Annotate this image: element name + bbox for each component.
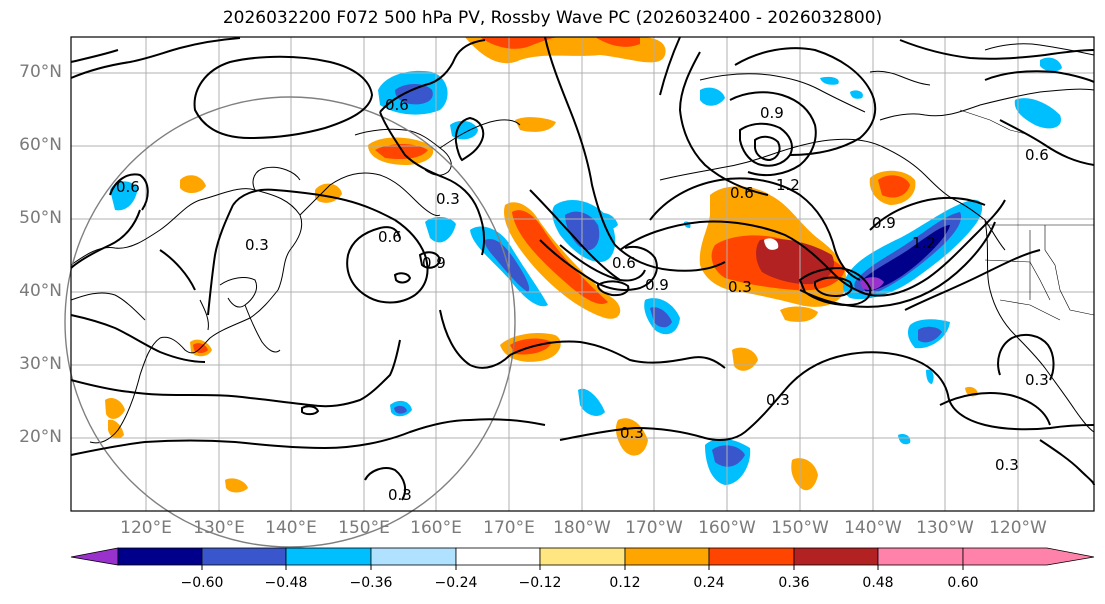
colorbar-tick-label: 0.12 [609,575,641,591]
projection-circle [64,96,516,548]
colorbar-tick-label: 0.24 [693,575,725,591]
colorbar-segment [370,547,457,566]
lon-label: 140°E [265,518,317,538]
colorbar-segment [201,547,287,566]
lat-label: 20°N [19,427,62,447]
contour-label: 1.2 [912,234,936,252]
contour-label: 0.3 [388,486,412,504]
contour-label: 0.3 [728,278,752,296]
lat-label: 70°N [19,62,62,82]
colorbar-tick-label: 0.36 [778,575,810,591]
colorbar-tick-label: −0.24 [434,575,478,591]
lon-label: 130°W [916,518,974,538]
contour-label: 0.3 [245,236,269,254]
contour-label: 0.6 [116,178,140,196]
contour-label: 1.2 [776,176,800,194]
contour-label: 0.9 [422,254,446,272]
contour-label: 0.3 [1025,371,1049,389]
contour-label: 0.3 [766,391,790,409]
colorbar-tick-label: −0.12 [518,575,562,591]
colorbar-tick-label: 0.48 [862,575,894,591]
contour-label: 0.6 [385,96,409,114]
colorbar-segment [708,547,795,566]
colorbar-segment [117,547,203,566]
colorbar-segment [877,547,964,566]
plot-frame [70,36,1095,512]
lon-label: 170°E [483,518,535,538]
contour-label: 0.9 [645,276,669,294]
colorbar-segment [793,547,879,566]
lat-label: 60°N [19,135,62,155]
contour-label: 0.3 [995,456,1019,474]
colorbar-segment [539,547,626,566]
contour-label: 0.9 [760,104,784,122]
lat-label: 30°N [19,354,62,374]
lat-label: 50°N [19,208,62,228]
lon-label: 120°E [120,518,172,538]
contour-label: 0.3 [436,190,460,208]
contour-label: 0.9 [872,214,896,232]
colorbar [70,547,1095,566]
lon-label: 160°W [698,518,756,538]
colorbar-max-arrow [962,547,1095,566]
colorbar-tick-label: −0.48 [264,575,308,591]
colorbar-segment [455,547,541,566]
contour-label: 0.6 [1025,146,1049,164]
contour-label: 0.6 [730,184,754,202]
lon-label: 120°W [989,518,1047,538]
lon-label: 170°W [625,518,683,538]
lon-label: 150°E [338,518,390,538]
colorbar-segment [285,547,372,566]
colorbar-min-arrow [70,547,119,566]
colorbar-tick-label: 0.60 [947,575,979,591]
lon-label: 140°W [844,518,902,538]
pv-contours [70,36,1095,501]
coastlines [70,43,1095,444]
lon-label: 160°E [410,518,462,538]
colorbar-tick-label: −0.36 [349,575,393,591]
borders [959,109,1095,321]
lon-label: 150°W [771,518,829,538]
colorbar-segment [624,547,710,566]
lat-label: 40°N [19,281,62,301]
contour-label: 0.6 [612,254,636,272]
contour-label: 0.3 [620,424,644,442]
graticule [71,37,1094,511]
map-title: 2026032200 F072 500 hPa PV, Rossby Wave … [222,8,883,28]
contour-labels: 0.3 0.6 0.9 1.2 0.3 0.6 0.9 0.3 0.6 0.9 … [116,96,1049,504]
lon-label: 180°W [553,518,611,538]
colorbar-ticks [201,565,964,570]
lon-label: 130°E [193,518,245,538]
colorbar-tick-label: −0.60 [180,575,224,591]
contour-label: 0.6 [378,228,402,246]
